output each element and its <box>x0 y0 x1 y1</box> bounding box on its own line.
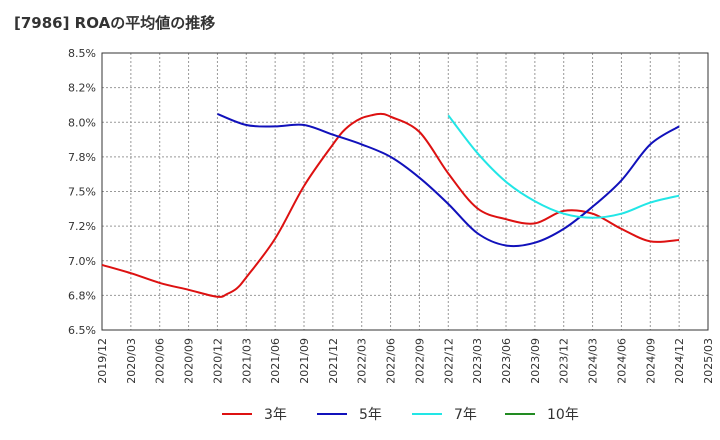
y-tick-label: 7.2% <box>68 220 96 233</box>
x-tick-label: 2024/12 <box>673 338 686 384</box>
y-tick-label: 6.8% <box>68 289 96 302</box>
y-axis-ticks: 6.5% 6.8% 7.0% 7.2% 7.5% 7.8% 8.0% 8.2% 8.5% <box>68 47 96 337</box>
x-tick-label: 2023/06 <box>500 338 513 384</box>
series-line-2 <box>447 114 680 219</box>
x-tick-label: 2024/06 <box>615 338 628 384</box>
y-tick-label: 7.5% <box>68 186 96 199</box>
x-tick-label: 2022/03 <box>356 338 369 384</box>
legend-label-0: 3年 <box>264 407 287 423</box>
y-tick-label: 7.0% <box>68 255 96 268</box>
legend-label-1: 5年 <box>359 407 382 423</box>
chart-title: [7986] ROAの平均値の推移 <box>14 14 216 32</box>
x-tick-label: 2021/12 <box>327 338 340 384</box>
y-tick-label: 6.5% <box>68 324 96 337</box>
x-tick-label: 2022/12 <box>442 338 455 384</box>
legend-label-2: 7年 <box>454 407 477 423</box>
x-tick-label: 2024/03 <box>587 338 600 384</box>
series-line-1 <box>217 112 680 248</box>
series-lines <box>101 112 680 298</box>
x-tick-label: 2019/12 <box>96 338 109 384</box>
legend: 3年 5年 7年 10年 <box>222 407 579 423</box>
x-tick-label: 2023/12 <box>558 338 571 384</box>
x-tick-label: 2023/09 <box>529 338 542 384</box>
legend-label-3: 10年 <box>547 407 579 423</box>
x-tick-label: 2020/12 <box>211 338 224 384</box>
y-tick-label: 8.0% <box>68 116 96 129</box>
x-tick-label: 2022/09 <box>413 338 426 384</box>
grid-lines <box>102 53 708 330</box>
x-tick-label: 2024/09 <box>644 338 657 384</box>
x-tick-label: 2020/06 <box>154 338 167 384</box>
x-axis-ticks: 2019/12 2020/03 2020/06 2020/09 2020/12 2021/… <box>96 338 715 384</box>
x-tick-label: 2023/03 <box>471 338 484 384</box>
x-tick-label: 2021/06 <box>269 338 282 384</box>
x-tick-label: 2020/09 <box>183 338 196 384</box>
plot-frame <box>101 52 709 331</box>
x-tick-label: 2020/03 <box>125 338 138 384</box>
series-line-0 <box>101 112 680 298</box>
x-tick-label: 2025/03 <box>702 338 715 384</box>
y-tick-label: 8.2% <box>68 82 96 95</box>
x-tick-label: 2022/06 <box>385 338 398 384</box>
x-tick-label: 2021/03 <box>240 338 253 384</box>
y-tick-label: 7.8% <box>68 151 96 164</box>
x-tick-label: 2021/09 <box>298 338 311 384</box>
y-tick-label: 8.5% <box>68 47 96 60</box>
